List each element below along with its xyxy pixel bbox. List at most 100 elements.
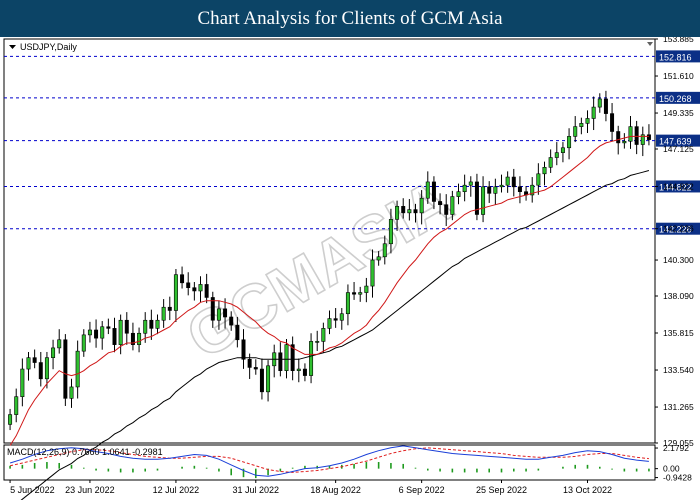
candle-body: [32, 357, 37, 363]
candle-body: [413, 209, 418, 214]
candle-body: [259, 368, 264, 393]
candle-body: [315, 341, 320, 343]
x-tick-label: 5 Jun 2022: [10, 485, 55, 495]
candle-body: [640, 134, 645, 145]
candle-body: [186, 282, 191, 288]
y-tick-label: 147.125: [663, 144, 694, 154]
candle-body: [511, 176, 516, 188]
candle-body: [149, 319, 154, 329]
y-tick-label: 144.822: [663, 181, 694, 191]
candle-body: [216, 308, 221, 321]
y-tick-label: 129.055: [663, 438, 694, 448]
candle-body: [456, 191, 461, 197]
candle-body: [616, 131, 621, 144]
price-level-value: 144.822: [659, 182, 692, 192]
candle-body: [8, 414, 13, 425]
candle-body: [542, 166, 547, 175]
macd-legend: MACD(12,26,9) 0.7660 1.0641 -0.2981: [7, 447, 163, 457]
chart-title: Chart Analysis for Clients of GCM Asia: [197, 7, 503, 29]
candle-body: [462, 184, 467, 192]
candle-body: [425, 181, 430, 199]
candle-body: [468, 181, 473, 186]
y-tick-label: 133.540: [663, 365, 694, 375]
candle-body: [548, 157, 553, 168]
candle-body: [585, 118, 590, 124]
candle-body: [284, 344, 289, 371]
candle-body: [628, 126, 633, 142]
x-tick-label: 6 Sep 2022: [399, 485, 445, 495]
shift-marker-icon: [647, 42, 653, 46]
candle-body: [345, 292, 350, 315]
candle-body: [481, 186, 486, 215]
candle-body: [333, 318, 338, 321]
candle-body: [597, 98, 602, 108]
candle-body: [198, 284, 203, 292]
candle-body: [266, 365, 271, 393]
candle-body: [499, 184, 504, 188]
candle-body: [235, 324, 240, 341]
candle-body: [210, 297, 215, 321]
price-level-tag: [656, 222, 700, 235]
candle-body: [376, 256, 381, 261]
candle-body: [161, 306, 166, 321]
candle-body: [38, 362, 43, 380]
candle-body: [487, 186, 492, 194]
candle-body: [302, 368, 307, 376]
candle-body: [290, 344, 295, 371]
macd-panel-frame: [3, 444, 656, 481]
candle-body: [517, 186, 522, 192]
candle-body: [388, 219, 393, 245]
candle-body: [137, 332, 142, 345]
y-tick-label: 140.300: [663, 255, 694, 265]
price-level-label: 152.816: [656, 50, 700, 63]
candle-body: [94, 329, 99, 339]
candle-body: [536, 173, 541, 186]
x-tick-label: 13 Oct 2022: [563, 485, 612, 495]
candle-body: [364, 285, 369, 293]
x-tick-label: 23 Jun 2022: [65, 485, 115, 495]
candle-body: [382, 243, 387, 258]
candle-body: [450, 196, 455, 215]
candle-body: [579, 123, 584, 127]
y-tick-label: 153.885: [663, 37, 694, 44]
candle-body: [87, 329, 92, 336]
candle-body: [75, 350, 80, 388]
candle-body: [431, 181, 436, 202]
price-level-tag: [656, 134, 700, 147]
y-tick-label: 151.610: [663, 71, 694, 81]
price-level-label: 147.639: [656, 134, 700, 147]
macd-y-tick-label: -0.9428: [663, 473, 692, 483]
candle-body: [438, 201, 443, 206]
candle-body: [57, 339, 62, 349]
y-tick-label: 149.335: [663, 108, 694, 118]
y-tick-label: 142.226: [663, 224, 694, 234]
candle-body: [173, 274, 178, 311]
candle-body: [253, 367, 258, 370]
header-banner: Chart Analysis for Clients of GCM Asia: [0, 0, 700, 37]
candle-body: [419, 197, 424, 214]
candle-body: [204, 284, 209, 298]
candle-body: [444, 204, 449, 215]
x-tick-label: 31 Jul 2022: [233, 485, 280, 495]
y-tick-label: 138.090: [663, 291, 694, 301]
candle-body: [358, 292, 363, 295]
candle-body: [100, 326, 105, 339]
candle-body: [143, 319, 148, 334]
candle-body: [229, 316, 234, 326]
candle-body: [309, 341, 314, 376]
candle-body: [493, 186, 498, 194]
candle-body: [573, 126, 578, 137]
candle-body: [278, 352, 283, 371]
triangle-down-icon: [9, 45, 16, 49]
y-tick-label: 135.815: [663, 328, 694, 338]
candle-body: [155, 319, 160, 329]
candle-body: [634, 126, 639, 145]
candle-body: [247, 358, 252, 368]
price-level-value: 147.639: [659, 137, 692, 147]
candle-body: [106, 326, 111, 329]
candle-body: [192, 287, 197, 292]
candle-body: [407, 209, 412, 214]
candle-body: [622, 140, 627, 144]
candle-body: [395, 206, 400, 220]
macd-main-line: [9, 445, 649, 477]
